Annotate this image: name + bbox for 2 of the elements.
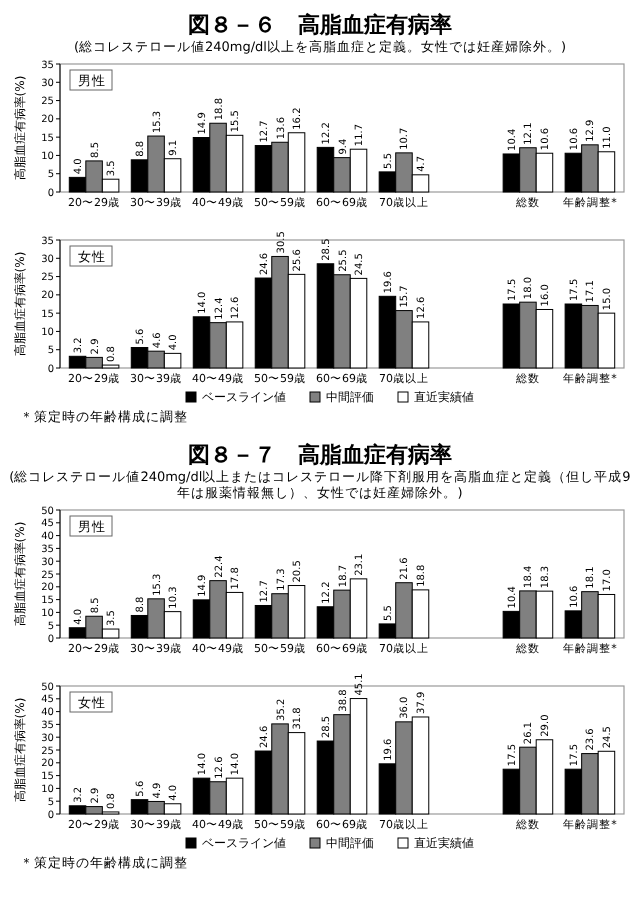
- chart-title: 図８－６ 高脂血症有病率: [188, 11, 452, 38]
- chart-title: 図８－７ 高脂血症有病率: [188, 441, 452, 468]
